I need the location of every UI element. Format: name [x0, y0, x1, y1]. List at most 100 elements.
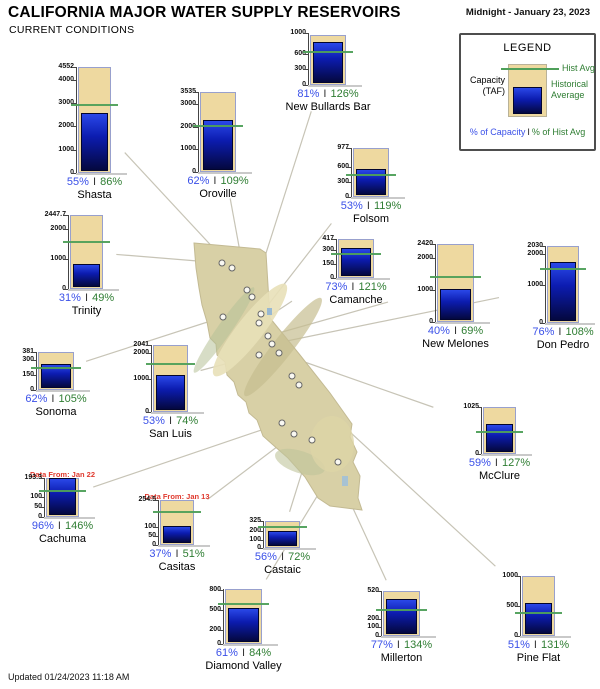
pct-of-hist-avg: 134%	[404, 639, 433, 651]
tick-mark	[304, 85, 308, 86]
tick-mark	[259, 521, 263, 522]
y-axis-line	[481, 407, 482, 454]
capacity-bar	[225, 589, 262, 644]
axis-baseline	[44, 517, 95, 519]
tick-label: 0	[179, 640, 221, 648]
tick-mark	[147, 353, 151, 354]
tick-mark	[541, 323, 545, 324]
tick-mark	[332, 239, 336, 240]
tick-label: 500	[209, 606, 221, 614]
tick-mark	[347, 166, 351, 168]
connector-line	[93, 422, 283, 488]
capacity-bar	[383, 591, 420, 636]
reservoir-marker	[275, 349, 283, 357]
pct-separator: I	[89, 176, 100, 188]
axis-baseline	[263, 548, 316, 550]
pct-separator: I	[555, 326, 565, 338]
pct-of-hist-avg: 108%	[565, 326, 594, 338]
axis-baseline	[158, 545, 210, 547]
tick-mark	[40, 478, 44, 479]
capacity-bar	[153, 345, 188, 412]
pct-of-capacity: 61%	[215, 647, 238, 659]
capacity-bar	[265, 521, 300, 548]
tick-mark	[431, 289, 435, 291]
tick-label: 3000	[58, 99, 74, 107]
tick-label: 2030	[527, 242, 543, 249]
reservoir-marker	[308, 436, 316, 444]
capacity-bar	[46, 477, 79, 517]
pct-of-capacity: 77%	[370, 639, 393, 651]
tick-label: 0	[114, 541, 156, 549]
storage-bar	[49, 477, 76, 515]
reservoir-marker	[228, 264, 236, 272]
storage-bar	[41, 364, 71, 388]
tick-label: 1025	[463, 403, 479, 410]
tick-mark	[147, 345, 151, 346]
reservoir-marker	[288, 372, 296, 380]
tick-mark	[32, 352, 36, 353]
legend-box: LEGEND Capacity (TAF) Hist Avg Historica…	[459, 33, 596, 151]
pct-separator: I	[54, 520, 65, 532]
tick-mark	[516, 576, 520, 577]
y-axis-line	[381, 591, 382, 636]
tick-label: 1000	[133, 375, 149, 383]
pct-of-hist-avg: 49%	[92, 292, 115, 304]
pct-separator: I	[277, 551, 288, 563]
y-axis-line	[76, 67, 77, 173]
hist-avg-line	[193, 125, 243, 128]
legend-footer: % of Capacity I% of Hist Avg	[469, 127, 586, 137]
capacity-bar	[522, 576, 555, 636]
tick-mark	[431, 244, 435, 245]
storage-bar	[550, 262, 576, 321]
tick-mark	[194, 149, 198, 151]
pct-separator: I	[530, 639, 541, 651]
tick-mark	[72, 79, 76, 81]
axis-baseline	[545, 323, 595, 325]
tick-label: 520	[367, 587, 379, 594]
reservoir-chart: 325 2001000 56% I 72% Castaic	[219, 513, 316, 582]
tick-label: 4000	[58, 75, 74, 83]
storage-bar	[81, 112, 108, 171]
legend-storage-bar	[513, 87, 542, 114]
reservoir-marker	[257, 310, 265, 318]
pct-of-hist-avg: 146%	[65, 520, 94, 532]
axis-baseline	[336, 278, 390, 280]
pct-of-capacity: 37%	[149, 548, 172, 560]
pct-separator: I	[172, 548, 182, 560]
tick-mark	[431, 322, 435, 323]
pct-row: 62% I 109%	[187, 175, 248, 187]
pct-of-capacity: 40%	[427, 325, 450, 337]
tick-mark	[259, 539, 263, 541]
data-note: Data From: Jan 13	[144, 492, 210, 501]
pct-of-capacity: 76%	[532, 326, 555, 338]
tick-mark	[72, 149, 76, 151]
tick-mark	[147, 412, 151, 413]
tick-label: 4552	[58, 63, 74, 70]
desert-shade	[310, 416, 354, 472]
capacity-bar	[78, 67, 111, 173]
y-axis-line	[336, 239, 337, 278]
pct-of-hist-avg: 72%	[288, 551, 311, 563]
tick-mark	[516, 606, 520, 607]
pct-of-capacity: 56%	[254, 551, 277, 563]
tick-label: 0	[0, 513, 42, 521]
hist-avg-line	[258, 526, 307, 528]
axis-baseline	[520, 636, 571, 638]
tick-label: 200	[249, 527, 261, 535]
tick-mark	[541, 246, 545, 247]
hist-avg-line	[303, 50, 353, 53]
tick-mark	[347, 148, 351, 149]
storage-bar	[356, 169, 386, 195]
reservoir-name: Trinity	[71, 305, 102, 317]
storage-bar	[268, 530, 297, 546]
tick-label: 800	[209, 585, 221, 593]
connector-line	[85, 316, 224, 362]
tick-mark	[541, 285, 545, 287]
tick-mark	[64, 215, 68, 216]
tick-label: 254.5	[138, 496, 156, 503]
tick-label: 0	[307, 193, 349, 201]
pct-of-capacity: 31%	[58, 292, 81, 304]
hist-avg-line	[153, 511, 201, 514]
pct-row: 37% I 51%	[149, 548, 204, 560]
storage-bar	[525, 603, 552, 634]
